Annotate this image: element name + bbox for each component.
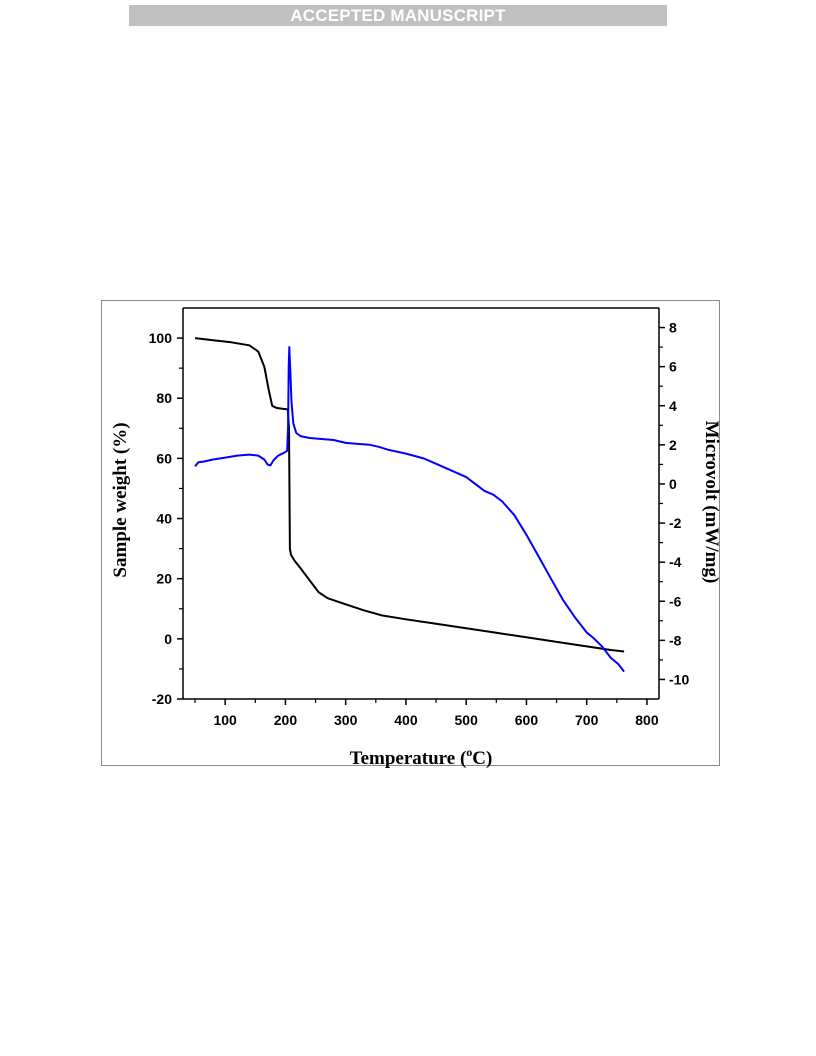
x-tick-label: 800 — [635, 712, 659, 728]
x-axis-ticks: 100 200 300 400 500 600 700 800 — [194, 699, 659, 728]
y-tick-label: 0 — [164, 631, 172, 647]
y2-tick-label: 2 — [669, 437, 677, 453]
y2-tick-label: -10 — [669, 671, 689, 687]
y2-tick-label: 8 — [669, 320, 677, 336]
weight-series-line — [194, 337, 625, 653]
y2-tick-label: 4 — [669, 398, 677, 414]
x-tick-label: 400 — [394, 712, 418, 728]
plot-area-frame — [182, 307, 660, 700]
accepted-manuscript-banner: ACCEPTED MANUSCRIPT — [129, 5, 667, 26]
x-tick-label: 200 — [274, 712, 298, 728]
y-axis-title-left: Sample weight (%) — [110, 422, 131, 577]
x-axis-title: Temperature (oC) — [350, 745, 493, 769]
y-axis-ticks-right: -10 -8 -6 -4 -2 0 2 4 6 8 — [659, 320, 689, 687]
y2-tick-label: -8 — [669, 632, 682, 648]
x-tick-label: 100 — [213, 712, 237, 728]
figure-frame — [101, 300, 720, 766]
y-tick-label: 20 — [156, 571, 172, 587]
tga-dta-chart: 100 200 300 400 500 600 700 800 -20020406080100… — [110, 307, 721, 769]
y-tick-label: 60 — [156, 450, 172, 466]
x-tick-label: 600 — [515, 712, 539, 728]
y2-tick-label: 0 — [669, 476, 677, 492]
y2-tick-label: 6 — [669, 359, 677, 375]
y-tick-label: -20 — [152, 691, 172, 707]
y-axis-ticks-left: -20 0 20 40 60 80 100 — [149, 330, 183, 707]
y-tick-label: 40 — [156, 511, 172, 527]
x-tick-label: 300 — [334, 712, 358, 728]
series-layer — [194, 337, 625, 673]
y2-tick-label: -6 — [669, 593, 682, 609]
x-axis-title-unit: C) — [472, 748, 492, 769]
y-tick-label: 100 — [149, 330, 173, 346]
microvolt-series-line — [194, 346, 625, 673]
y2-tick-label: -2 — [669, 515, 682, 531]
y-axis-title-right: Microvolt (mW/mg) — [701, 421, 721, 584]
x-axis-title-superscript: o — [466, 745, 472, 759]
y-tick-label: 80 — [156, 390, 172, 406]
x-axis-title-main: Temperature ( — [350, 748, 467, 769]
y2-tick-label: -4 — [669, 554, 682, 570]
x-tick-label: 500 — [455, 712, 479, 728]
x-tick-label: 700 — [575, 712, 599, 728]
